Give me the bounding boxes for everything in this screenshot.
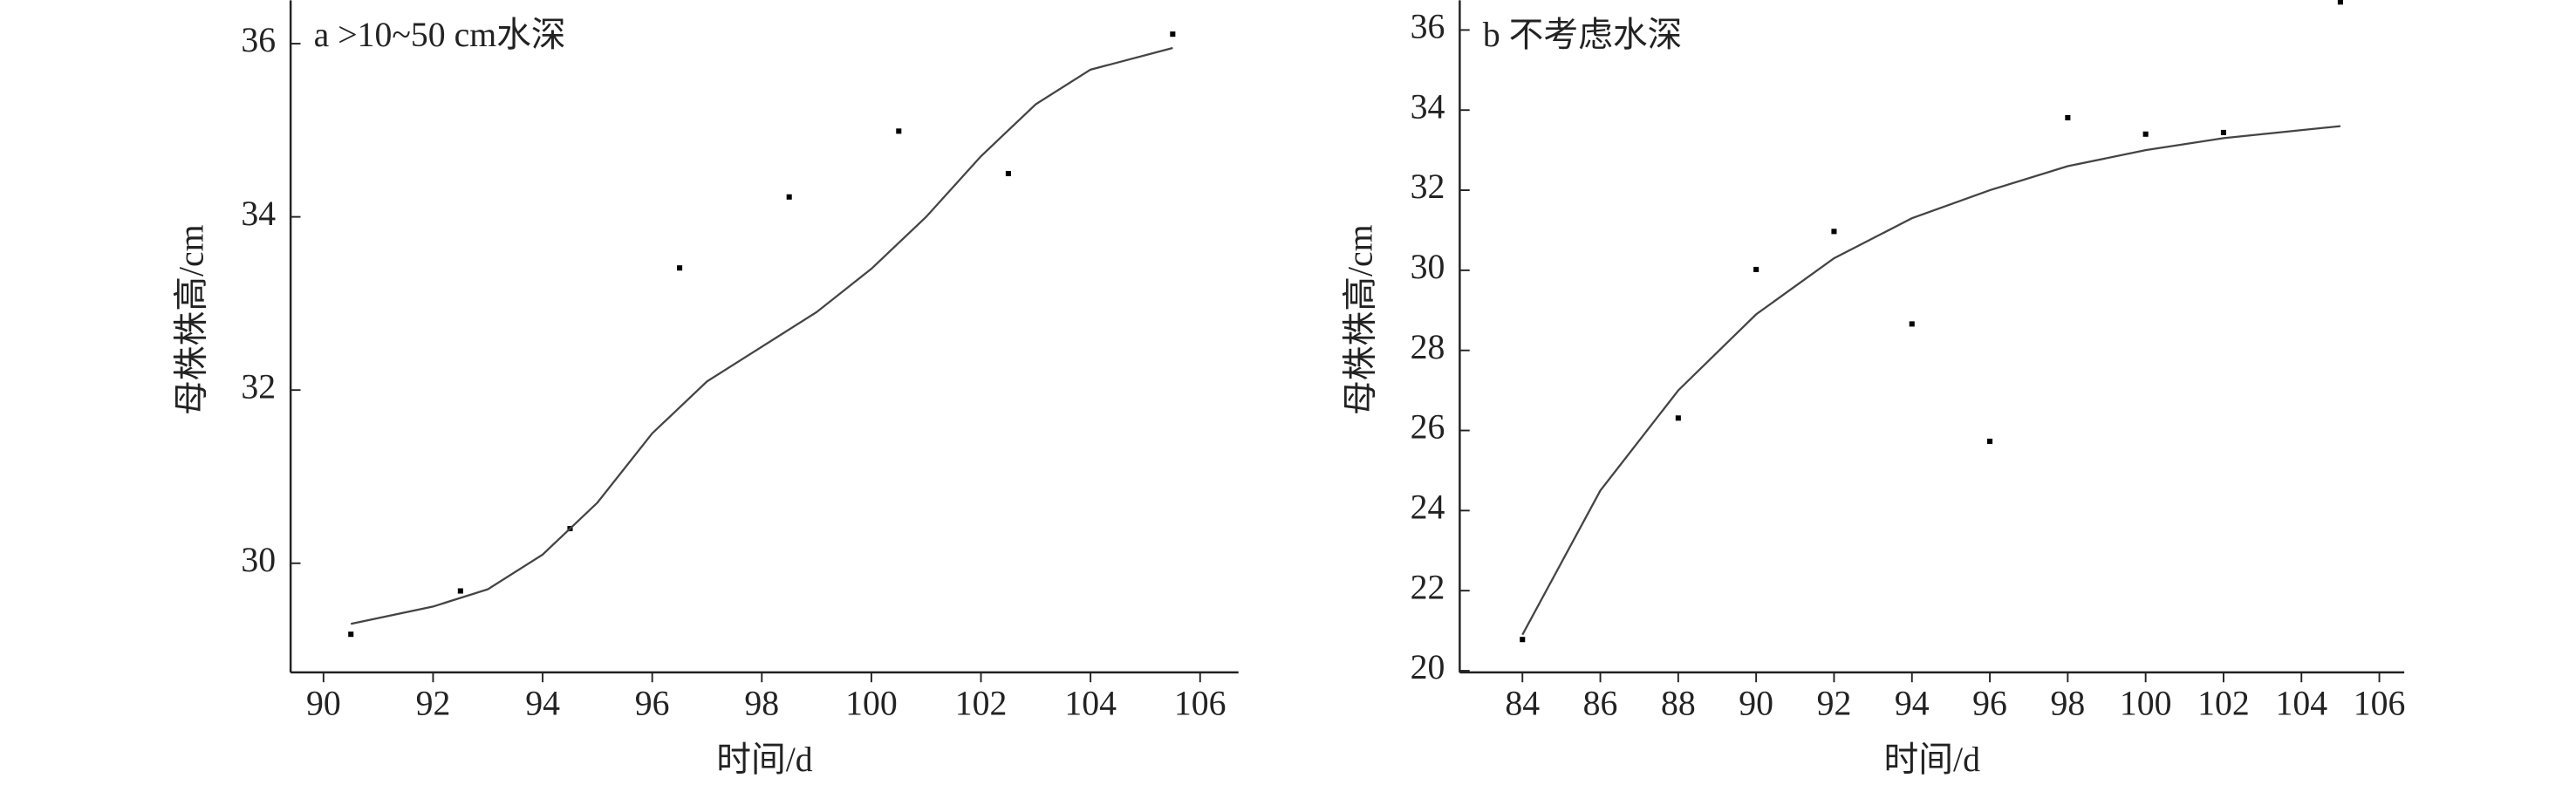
y-tick-label: 32 (1411, 167, 1445, 206)
data-point (1753, 266, 1759, 272)
y-tick-label: 26 (1411, 408, 1445, 447)
x-tick-label: 86 (1583, 685, 1618, 723)
data-point (896, 128, 902, 134)
x-tick-label: 94 (1895, 685, 1930, 723)
y-tick-label: 32 (241, 367, 276, 406)
y-tick-label: 30 (1411, 248, 1445, 286)
data-point (457, 588, 463, 594)
y-tick-label: 22 (1411, 568, 1445, 606)
x-tick-label: 104 (2275, 685, 2327, 723)
x-tick-label: 106 (2354, 685, 2406, 723)
panel-title: a >10~50 cm水深 (314, 16, 566, 54)
x-tick-label: 92 (416, 685, 451, 723)
x-tick-label: 92 (1817, 685, 1852, 723)
data-point (1987, 438, 1993, 444)
y-tick-label: 34 (241, 195, 276, 233)
y-axis-label: 母株株高/cm (172, 224, 210, 415)
data-point (677, 265, 683, 271)
data-point (2337, 0, 2343, 5)
y-tick-label: 36 (241, 21, 276, 59)
data-point (2142, 131, 2149, 137)
x-tick-label: 98 (744, 685, 779, 723)
data-point (348, 631, 354, 638)
data-point (1675, 415, 1681, 421)
data-point (1170, 31, 1176, 38)
x-tick-label: 88 (1661, 685, 1696, 723)
y-axis-label: 母株株高/cm (1342, 224, 1380, 415)
x-tick-label: 84 (1505, 685, 1540, 723)
y-tick-label: 20 (1411, 648, 1445, 686)
x-tick-label: 102 (955, 685, 1008, 723)
data-point (786, 194, 792, 200)
data-point (2220, 129, 2226, 135)
y-tick-label: 36 (1411, 8, 1445, 46)
y-tick-label: 28 (1411, 328, 1445, 366)
y-tick-label: 34 (1411, 87, 1445, 126)
x-tick-label: 106 (1174, 685, 1227, 723)
x-axis-label: 时间/d (716, 741, 813, 779)
data-point (1520, 637, 1526, 643)
y-tick-label: 30 (241, 541, 276, 579)
x-tick-label: 98 (2050, 685, 2085, 723)
data-point (1909, 321, 1915, 327)
x-tick-label: 104 (1064, 685, 1117, 723)
fit-curve (1521, 125, 2341, 636)
x-tick-label: 90 (306, 685, 341, 723)
x-axis-label: 时间/d (1884, 741, 1981, 779)
x-tick-label: 100 (845, 685, 898, 723)
x-tick-label: 96 (635, 685, 670, 723)
x-tick-label: 90 (1739, 685, 1773, 723)
data-point (1005, 170, 1011, 177)
fit-curve (351, 46, 1173, 625)
x-tick-label: 94 (525, 685, 560, 723)
panel-title: b 不考虑水深 (1483, 16, 1683, 54)
x-tick-label: 96 (1972, 685, 2007, 723)
data-point (2065, 114, 2071, 120)
y-tick-label: 24 (1411, 488, 1445, 526)
x-tick-label: 100 (2120, 685, 2172, 723)
data-point (1831, 229, 1837, 235)
x-tick-label: 102 (2197, 685, 2250, 723)
